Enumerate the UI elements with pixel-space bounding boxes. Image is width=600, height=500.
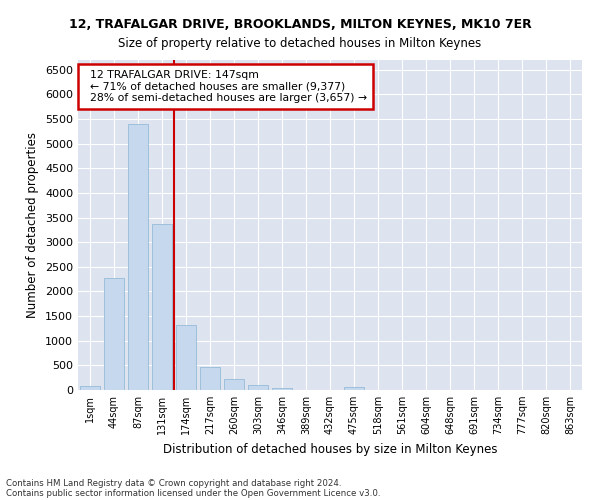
Text: 12 TRAFALGAR DRIVE: 147sqm
  ← 71% of detached houses are smaller (9,377)
  28% : 12 TRAFALGAR DRIVE: 147sqm ← 71% of deta… bbox=[83, 70, 367, 103]
Bar bbox=[152, 224, 172, 390]
Text: Contains HM Land Registry data © Crown copyright and database right 2024.: Contains HM Land Registry data © Crown c… bbox=[6, 478, 341, 488]
Y-axis label: Number of detached properties: Number of detached properties bbox=[26, 132, 40, 318]
Bar bbox=[248, 385, 268, 390]
Text: Contains public sector information licensed under the Open Government Licence v3: Contains public sector information licen… bbox=[6, 488, 380, 498]
X-axis label: Distribution of detached houses by size in Milton Keynes: Distribution of detached houses by size … bbox=[163, 442, 497, 456]
Bar bbox=[344, 387, 364, 390]
Text: Size of property relative to detached houses in Milton Keynes: Size of property relative to detached ho… bbox=[118, 38, 482, 51]
Bar bbox=[80, 386, 100, 390]
Bar bbox=[200, 366, 220, 390]
Bar bbox=[104, 278, 124, 390]
Text: 12, TRAFALGAR DRIVE, BROOKLANDS, MILTON KEYNES, MK10 7ER: 12, TRAFALGAR DRIVE, BROOKLANDS, MILTON … bbox=[68, 18, 532, 30]
Bar bbox=[224, 380, 244, 390]
Bar bbox=[176, 326, 196, 390]
Bar bbox=[128, 124, 148, 390]
Bar bbox=[272, 388, 292, 390]
